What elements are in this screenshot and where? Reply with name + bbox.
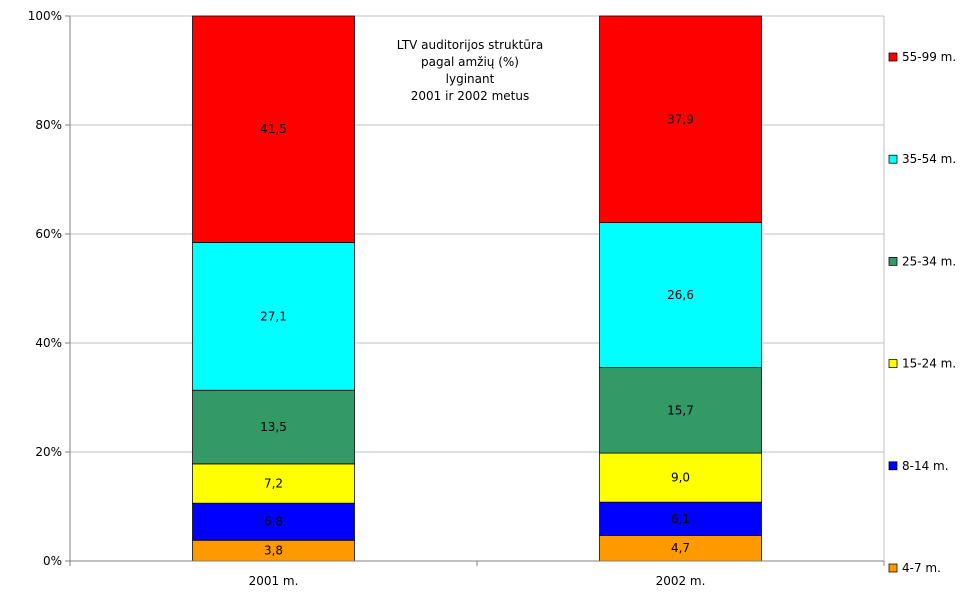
legend-label: 15-24 m. — [902, 357, 956, 371]
title-line: LTV auditorijos struktūra — [397, 38, 543, 52]
bars: 3,8 6,8 7,2 13,5 27,1 41,5 4,7 6,1 9,0 15,7 26,6 37… — [192, 15, 762, 562]
data-label: 3,8 — [264, 544, 283, 558]
bar-segment — [192, 242, 355, 391]
bar-segment — [599, 535, 762, 562]
legend-swatch — [888, 359, 898, 368]
data-label: 26,6 — [667, 288, 694, 302]
legend-label: 55-99 m. — [902, 50, 956, 64]
legend-swatch — [888, 461, 898, 471]
legend-swatch — [888, 154, 898, 164]
chart-title: LTV auditorijos struktūra pagal amžių (%)… — [397, 38, 543, 103]
legend-label: 8-14 m. — [902, 459, 949, 473]
x-tick-label: 2001 m. — [249, 574, 299, 588]
legend-swatch — [888, 52, 898, 62]
data-label: 7,2 — [264, 477, 283, 491]
legend-label: 35-54 m. — [902, 152, 956, 166]
y-tick-label: 40% — [35, 336, 62, 350]
data-label: 27,1 — [260, 309, 287, 323]
data-label: 15,7 — [667, 403, 694, 417]
bar-segment — [599, 452, 762, 503]
data-label: 4,7 — [671, 541, 690, 555]
data-label: 6,8 — [264, 515, 283, 529]
legend-swatch — [888, 563, 898, 573]
title-line: 2001 ir 2002 metus — [411, 89, 529, 103]
y-tick-label: 20% — [35, 445, 62, 459]
data-label: 41,5 — [260, 122, 287, 136]
bar-segment — [599, 501, 762, 536]
y-tick-label: 100% — [28, 9, 62, 23]
data-label: 6,1 — [671, 512, 690, 526]
bar-segment — [599, 367, 762, 454]
y-tick-label: 60% — [35, 227, 62, 241]
bar-segment — [192, 389, 355, 465]
bar-segment — [599, 15, 762, 223]
legend: 55-99 m. 35-54 m. 25-34 m. 15-24 m. 8-14 m. 4… — [888, 50, 956, 575]
bar-segment — [192, 463, 355, 504]
axes: 0% 20% 40% 60% 80% 100% 2001 m. 2002 m. — [28, 9, 885, 588]
legend-label: 4-7 m. — [902, 561, 941, 575]
legend-label: 25-34 m. — [902, 254, 956, 268]
y-tick-label: 80% — [35, 118, 62, 132]
data-label: 37,9 — [667, 112, 694, 126]
x-tick-label: 2002 m. — [656, 574, 706, 588]
data-label: 9,0 — [671, 471, 690, 485]
bar-segment — [192, 15, 355, 243]
bar-segment — [599, 222, 762, 368]
data-label: 13,5 — [260, 420, 287, 434]
legend-swatch — [888, 257, 898, 266]
title-line: lyginant — [446, 72, 495, 86]
y-tick-label: 0% — [43, 554, 62, 568]
title-line: pagal amžių (%) — [421, 55, 519, 69]
